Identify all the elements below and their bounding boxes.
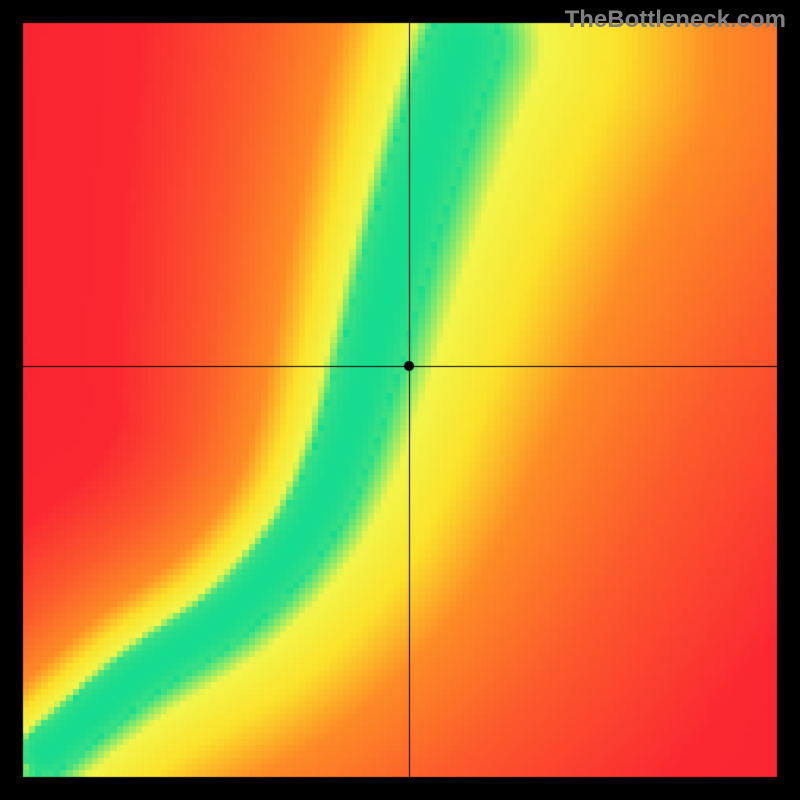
watermark-text: TheBottleneck.com [565,6,786,34]
chart-container: TheBottleneck.com [0,0,800,800]
heatmap-canvas [0,0,800,800]
